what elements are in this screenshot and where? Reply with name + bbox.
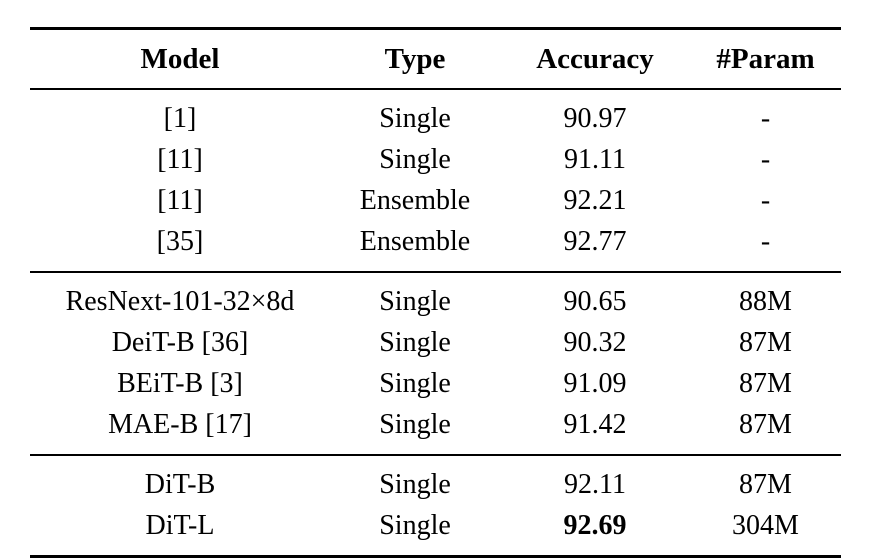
table-row: [11] Ensemble 92.21 - (30, 180, 841, 221)
cell-type: Single (379, 326, 451, 358)
cell-param: - (760, 143, 771, 175)
cell-param: 87M (739, 367, 792, 399)
cell-model: DeiT-B [36] (111, 326, 249, 358)
cell-accuracy: 92.69 (563, 509, 627, 541)
cell-type: Single (379, 143, 451, 175)
cell-param: 87M (690, 454, 841, 505)
cell-param: 88M (690, 271, 841, 322)
col-header-accuracy: Accuracy (500, 28, 690, 90)
cell-param: 87M (739, 326, 792, 358)
cell-model: MAE-B [17] (108, 408, 252, 440)
table-row: DiT-L Single 92.69 304M (30, 505, 841, 557)
cell-type: Ensemble (359, 184, 471, 216)
row-group-dit-models: DiT-B Single 92.11 87M DiT-L Single 92.69 304M (30, 454, 841, 557)
row-group-baseline-models: ResNext-101-32×8d Single 90.65 88M DeiT-B [3… (30, 271, 841, 455)
cell-type: Single (330, 88, 500, 139)
cell-type: Single (379, 367, 451, 399)
cell-accuracy: 90.32 (563, 326, 627, 358)
table-row: [11] Single 91.11 - (30, 139, 841, 180)
cell-accuracy: 90.65 (500, 271, 690, 322)
col-header-param: #Param (690, 28, 841, 90)
cell-accuracy: 91.09 (563, 367, 627, 399)
cell-model: [35] (156, 225, 204, 257)
cell-param: - (690, 88, 841, 139)
header-row: Model Type Accuracy #Param (30, 28, 841, 90)
cell-accuracy: 91.11 (564, 143, 626, 175)
table-row: [35] Ensemble 92.77 - (30, 221, 841, 272)
cell-type: Single (330, 454, 500, 505)
row-group-referenced-methods: [1] Single 90.97- [11] Single 91.11- [11] Ensem… (30, 88, 841, 272)
cell-model: [11] (157, 184, 203, 216)
cell-model: [1] (30, 88, 330, 139)
cell-param: 304M (732, 509, 799, 541)
table-row: BEiT-B [3] Single 91.09 87M (30, 363, 841, 404)
cell-param: - (760, 225, 771, 257)
cell-param: 87M (739, 408, 792, 440)
col-header-type: Type (330, 28, 500, 90)
cell-accuracy: 92.77 (563, 225, 627, 257)
col-header-model: Model (30, 28, 330, 90)
cell-model: ResNext-101-32×8d (30, 271, 330, 322)
cell-accuracy: 90.97 (500, 88, 690, 139)
table-row: MAE-B [17] Single 91.42 87M (30, 404, 841, 455)
cell-type: Single (379, 408, 451, 440)
cell-accuracy: 92.21 (563, 184, 627, 216)
cell-accuracy: 92.11 (500, 454, 690, 505)
cell-type: Single (379, 509, 451, 541)
cell-model: [11] (157, 143, 203, 175)
table-header: Model Type Accuracy #Param (30, 28, 841, 90)
table-row: ResNext-101-32×8d Single 90.65 88M (30, 271, 841, 322)
cell-model: BEiT-B [3] (117, 367, 243, 399)
cell-type: Ensemble (359, 225, 471, 257)
cell-type: Single (330, 271, 500, 322)
cell-model: DiT-L (145, 509, 215, 541)
results-table-wrap: Model Type Accuracy #Param [1] Single 90.9… (30, 27, 841, 558)
table-row: [1] Single 90.97- (30, 88, 841, 139)
cell-model: DiT-B (30, 454, 330, 505)
results-table: Model Type Accuracy #Param [1] Single 90.9… (30, 27, 841, 558)
cell-accuracy: 91.42 (563, 408, 627, 440)
table-row: DiT-B Single 92.11 87M (30, 454, 841, 505)
table-row: DeiT-B [36] Single 90.32 87M (30, 322, 841, 363)
cell-param: - (760, 184, 771, 216)
